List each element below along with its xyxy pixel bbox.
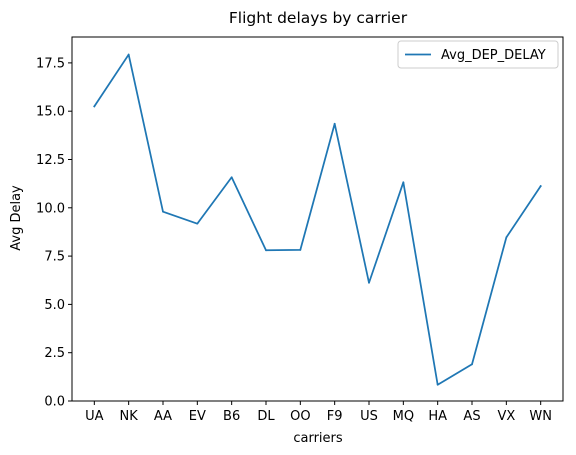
- x-tick-label: AS: [463, 409, 480, 424]
- legend-box: [397, 40, 559, 69]
- x-tick-label: DL: [257, 409, 275, 424]
- chart-title: Flight delays by carrier: [229, 9, 408, 27]
- y-axis-label: Avg Delay: [9, 185, 24, 251]
- plot-area: 0.0 2.5 5.0 7.5 10.0 12.5 15.0 17.5 UA NK AA EV B6 DL…: [36, 36, 564, 424]
- x-tick-label: MQ: [393, 409, 414, 424]
- y-tick-label: 15.0: [36, 105, 65, 120]
- y-tick-label: 5.0: [44, 298, 65, 313]
- y-tick-label: 0.0: [44, 395, 65, 410]
- data-point: [505, 236, 508, 239]
- x-tick-label: UA: [85, 409, 104, 424]
- axes-frame: [71, 36, 564, 402]
- data-point: [436, 383, 439, 386]
- x-tick-label: HA: [428, 409, 447, 424]
- x-tick-label: NK: [120, 409, 139, 424]
- legend: Avg_DEP_DELAY: [397, 40, 559, 69]
- x-tick-label: F9: [327, 409, 343, 424]
- data-point: [93, 105, 96, 108]
- y-tick-label: 12.5: [36, 153, 65, 168]
- data-point: [265, 249, 267, 252]
- y-tick-label: 7.5: [44, 250, 65, 265]
- y-tick-label: 2.5: [44, 346, 65, 361]
- x-tick-label: VX: [497, 409, 515, 424]
- x-tick-label: WN: [529, 409, 552, 424]
- x-tick-label: OO: [290, 409, 310, 424]
- data-point: [196, 222, 199, 225]
- data-point: [299, 249, 302, 251]
- legend-label: Avg_DEP_DELAY: [441, 48, 546, 63]
- y-tick-label: 17.5: [36, 56, 65, 71]
- data-point: [333, 122, 336, 125]
- data-point: [402, 181, 405, 184]
- x-axis-label: carriers: [293, 431, 343, 446]
- data-point: [162, 210, 164, 213]
- x-tick-label: EV: [189, 409, 206, 424]
- y-tick-label: 10.0: [36, 201, 65, 216]
- data-point: [539, 185, 542, 188]
- data-point: [230, 176, 233, 179]
- series-line-0: [93, 53, 542, 386]
- x-tick-label: AA: [154, 409, 172, 424]
- x-tick-label: B6: [223, 409, 240, 424]
- x-tick-label: US: [360, 409, 378, 424]
- data-point: [127, 53, 130, 56]
- data-point: [368, 281, 370, 284]
- data-point: [471, 363, 473, 366]
